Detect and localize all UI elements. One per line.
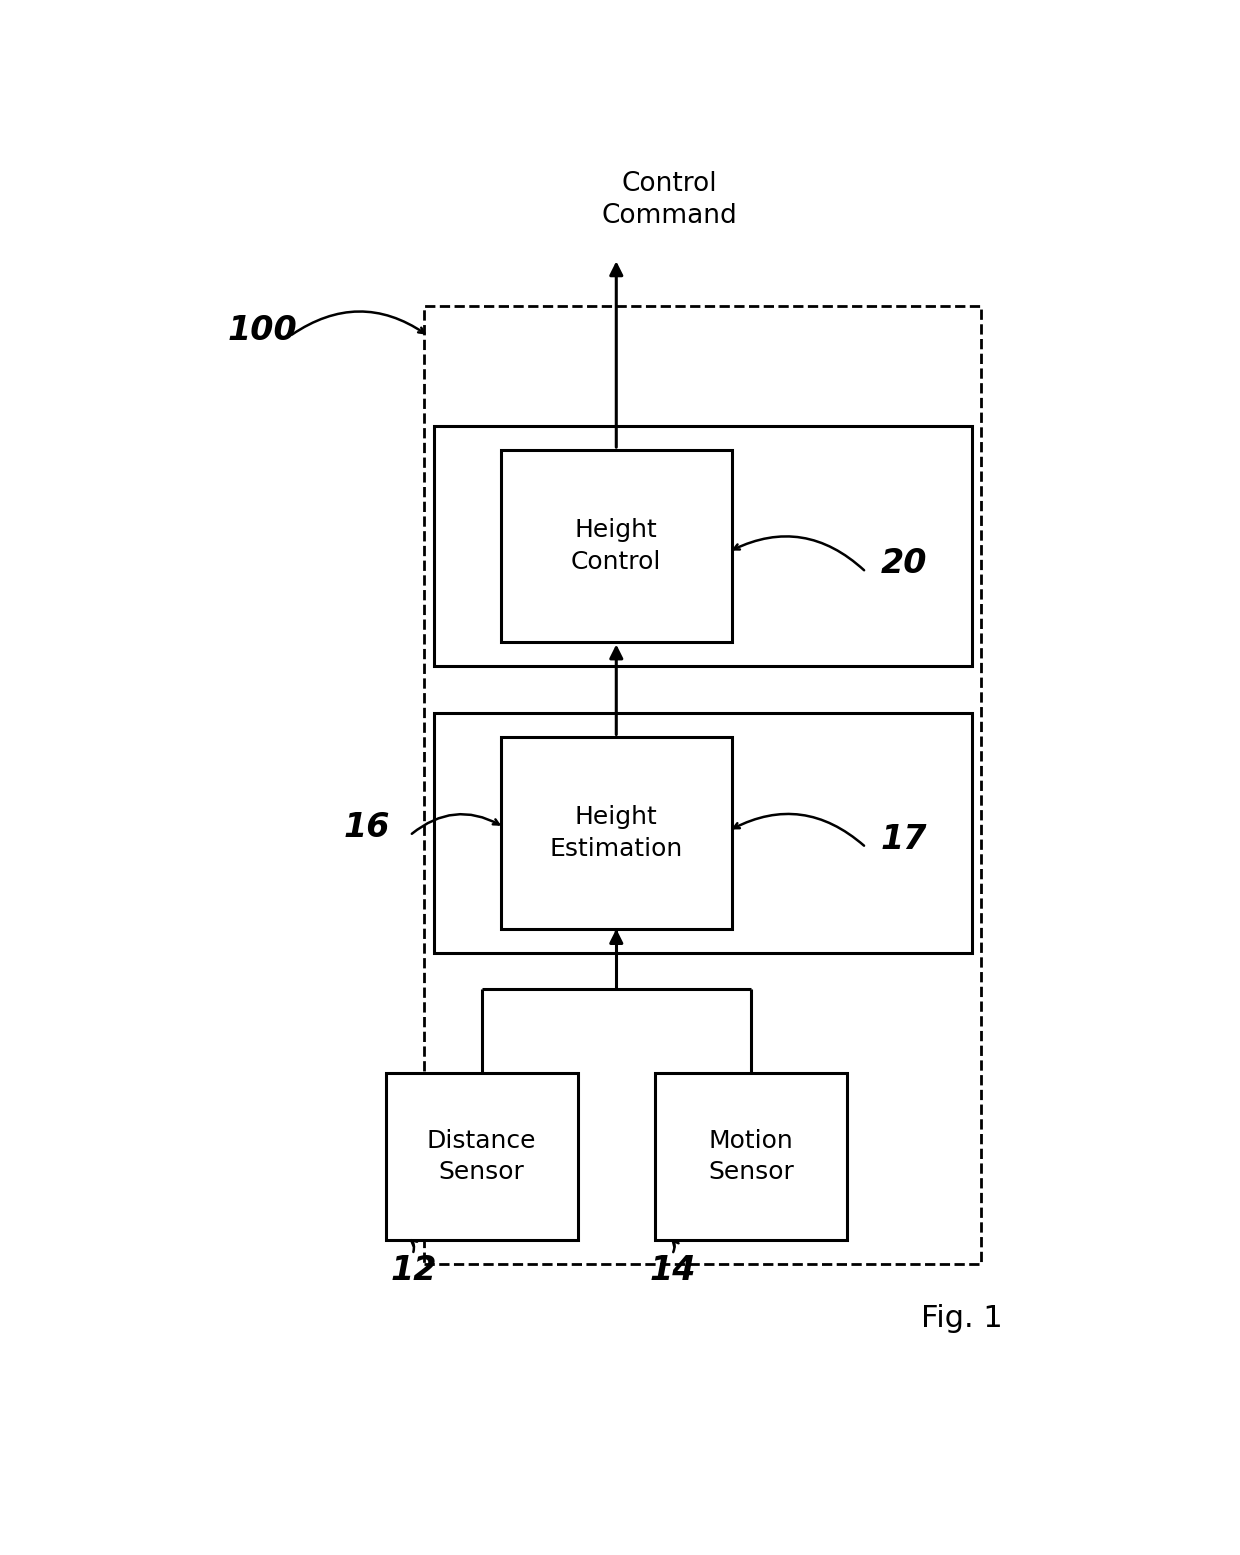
Bar bbox=[424, 306, 982, 1264]
Text: 17: 17 bbox=[880, 823, 928, 855]
Text: Motion
Sensor: Motion Sensor bbox=[708, 1129, 794, 1185]
Bar bbox=[655, 1073, 847, 1241]
Text: 16: 16 bbox=[343, 810, 391, 844]
Text: Control
Command: Control Command bbox=[601, 171, 737, 229]
Bar bbox=[434, 426, 972, 666]
Text: Fig. 1: Fig. 1 bbox=[921, 1303, 1003, 1333]
Bar bbox=[434, 714, 972, 953]
Text: 100: 100 bbox=[227, 314, 296, 347]
Bar bbox=[501, 449, 732, 642]
Text: Height
Control: Height Control bbox=[572, 518, 661, 574]
Text: Height
Estimation: Height Estimation bbox=[549, 805, 683, 861]
Text: 14: 14 bbox=[650, 1253, 697, 1286]
Text: 20: 20 bbox=[880, 547, 928, 580]
Text: Distance
Sensor: Distance Sensor bbox=[427, 1129, 537, 1185]
Text: 12: 12 bbox=[391, 1253, 436, 1286]
Bar bbox=[386, 1073, 578, 1241]
Bar bbox=[501, 737, 732, 928]
